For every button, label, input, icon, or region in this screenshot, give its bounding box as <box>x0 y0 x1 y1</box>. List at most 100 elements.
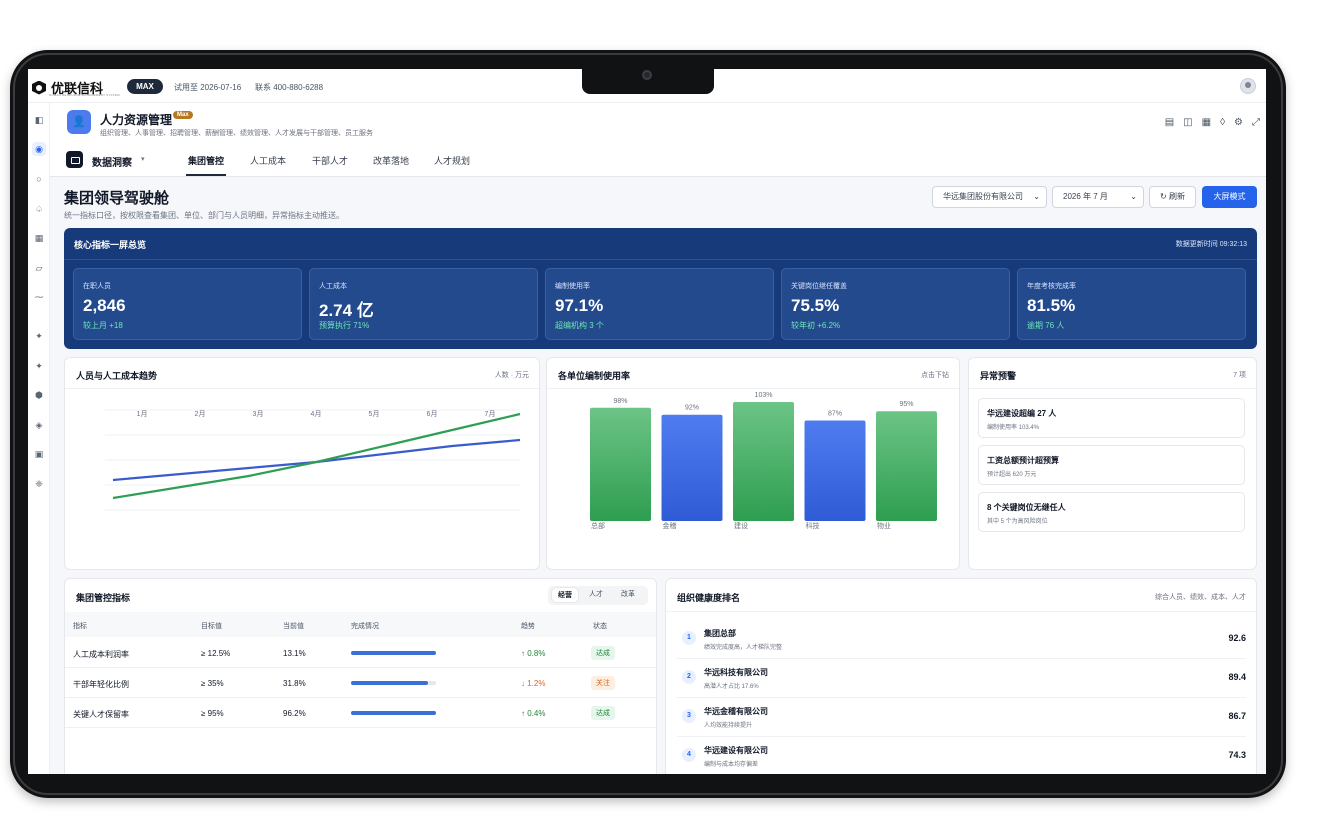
alert-title: 工资总额预计超预算 <box>987 456 1059 465</box>
alert-item[interactable]: 8 个关键岗位无继任人 其中 5 个为高风险岗位 <box>978 492 1245 532</box>
kpi-card-headcount[interactable]: 在职人员 2,846 较上月 +18 <box>73 268 302 340</box>
section-selector[interactable]: 数据洞察 <box>92 158 132 169</box>
drilldown-hint[interactable]: 点击下钻 <box>921 372 949 379</box>
hexagon-logo-icon <box>32 80 46 95</box>
bigscreen-button[interactable]: 大屏模式 <box>1202 186 1257 208</box>
sidebar-grid-icon[interactable]: ▦ <box>34 233 44 243</box>
tab-group-control[interactable]: 集团管控 <box>185 156 227 176</box>
columns-icon[interactable]: ◫ <box>1183 117 1193 128</box>
sidebar-person-icon[interactable]: ♤ <box>34 204 44 214</box>
org-desc: 人均效能持续提升 <box>704 723 753 729</box>
org-desc: 高潜人才占比 17.6% <box>704 684 759 690</box>
kpi-card-appraisal[interactable]: 年度考核完成率 81.5% 逾期 76 人 <box>1017 268 1246 340</box>
page-title: 集团领导驾驶舱 <box>64 190 170 207</box>
card-title: 人员与人工成本趋势 <box>76 371 158 381</box>
table-row[interactable]: 干部年轻化比例 ≥ 35% 31.8% ↓ 1.2% 关注 <box>65 668 656 698</box>
rank-number: 4 <box>682 748 696 762</box>
period-select[interactable]: 2026 年 7 月 ⌄ <box>1052 186 1144 208</box>
alert-detail: 预计超出 620 万元 <box>987 472 1037 478</box>
kpi-card-succession[interactable]: 关键岗位继任覆盖 75.5% 较年初 +6.2% <box>781 268 1010 340</box>
x-tick-label: 3月 <box>253 410 264 418</box>
tab-talent-planning[interactable]: 人才规划 <box>434 156 471 166</box>
bar-金稽[interactable] <box>661 414 723 521</box>
org-name: 华远建设有限公司 <box>704 746 768 755</box>
sidebar-collapse-icon[interactable]: ◧ <box>34 115 44 125</box>
plan-badge: MAX <box>127 79 163 94</box>
establishment-bar-chart[interactable]: 98% 总部 92% 金稽 103% 建设 87% 科技 95% 物业 <box>547 358 961 571</box>
x-tick-label: 金稽 <box>663 521 677 530</box>
table-header: 指标 目标值 当前值 完成情况 趋势 状态 <box>65 612 656 637</box>
trend-chart[interactable]: 1月 2月 3月 4月 5月 6月 7月 <box>65 358 541 571</box>
expand-icon[interactable]: ⤢ <box>1252 117 1260 128</box>
org-name: 华远科技有限公司 <box>704 668 768 677</box>
rank-number: 3 <box>682 709 696 723</box>
ranking-row[interactable]: 1 集团总部 绩效完成度高，人才梯队完整 92.6 <box>677 621 1246 659</box>
metric-name: 人工成本利润率 <box>73 650 129 659</box>
alert-item[interactable]: 工资总额预计超预算 预计超出 620 万元 <box>978 445 1245 485</box>
tab-labor-cost[interactable]: 人工成本 <box>250 156 287 166</box>
sidebar-star-icon[interactable]: ✦ <box>35 331 43 341</box>
org-desc: 绩效完成度高，人才梯队完整 <box>704 645 783 651</box>
rank-number: 2 <box>682 670 696 684</box>
bar-建设[interactable] <box>733 402 794 521</box>
gear-icon[interactable]: ⚙ <box>1234 117 1243 128</box>
brand-name: 优联信科 <box>51 81 104 96</box>
divider <box>969 388 1256 389</box>
metric-trend: ↑ 0.8% <box>521 649 546 658</box>
sidebar-settings-icon[interactable]: ❈ <box>35 479 43 489</box>
refresh-button[interactable]: ↻ 刷新 <box>1149 186 1196 208</box>
bar-物业[interactable] <box>876 411 937 521</box>
ranking-row[interactable]: 2 华远科技有限公司 高潜人才占比 17.6% 89.4 <box>677 660 1246 698</box>
brand-logo[interactable]: 优联信科 <box>32 78 103 97</box>
kpi-label: 关键岗位继任覆盖 <box>791 283 847 290</box>
kpi-label: 编制使用率 <box>555 283 590 290</box>
kpi-value: 97.1% <box>555 296 604 315</box>
table-row[interactable]: 关键人才保留率 ≥ 95% 96.2% ↑ 0.4% 达成 <box>65 698 656 728</box>
sidebar-spark-icon[interactable]: ✦ <box>35 361 43 371</box>
table-row[interactable]: 人工成本利润率 ≥ 12.5% 13.1% ↑ 0.8% 达成 <box>65 638 656 668</box>
health-score: 92.6 <box>1228 633 1246 643</box>
sidebar-target-icon[interactable]: ◈ <box>35 420 43 430</box>
sidebar: ◧ ◉ ○ ♤ ▦ ▱ ⁓ ✦ ✦ ⬢ ◈ ▣ ❈ <box>28 103 50 774</box>
table-icon[interactable]: ▦ <box>1201 117 1212 128</box>
sidebar-minus-icon[interactable]: ⁓ <box>34 292 44 302</box>
seg-operation[interactable]: 经营 <box>552 588 578 602</box>
card-unit: 人数 · 万元 <box>494 372 529 379</box>
column-header: 完成情况 <box>351 623 379 630</box>
divider <box>64 259 1257 260</box>
chevron-down-icon: ⌄ <box>1033 192 1040 201</box>
bar-总部[interactable] <box>590 407 651 521</box>
sidebar-dashboard-icon[interactable]: ◉ <box>32 142 46 156</box>
sidebar-shield-icon[interactable]: ⬢ <box>35 390 43 400</box>
progress-bar <box>351 651 436 655</box>
ranking-row[interactable]: 4 华远建设有限公司 编制与成本均存偏差 74.3 <box>677 738 1246 774</box>
series-line-1[interactable] <box>112 412 521 500</box>
list-icon[interactable]: ▤ <box>1164 117 1175 128</box>
seg-talent[interactable]: 人才 <box>589 591 603 598</box>
progress-bar <box>351 711 436 715</box>
page-subtitle: 统一指标口径，按权限查看集团、单位、部门与人员明细，异常指标主动推送。 <box>64 211 344 220</box>
alert-count: 7 项 <box>1233 372 1246 379</box>
progress-bar <box>351 681 436 685</box>
user-avatar[interactable] <box>1240 78 1256 94</box>
sidebar-org-icon[interactable]: ○ <box>36 174 42 184</box>
category-switch: 经营 人才 改革 <box>548 586 648 605</box>
card-title: 集团管控指标 <box>76 593 131 603</box>
progress-fill <box>351 651 436 655</box>
ranking-row[interactable]: 3 华远金稽有限公司 人均效能持续提升 86.7 <box>677 699 1246 737</box>
chevron-down-icon[interactable]: ▾ <box>141 156 145 163</box>
kpi-card-labor-cost[interactable]: 人工成本 2.74 亿 预算执行 71% <box>309 268 538 340</box>
metric-trend: ↑ 0.4% <box>521 709 546 718</box>
seg-reform[interactable]: 改革 <box>621 591 635 598</box>
sidebar-box-icon[interactable]: ▣ <box>34 449 44 459</box>
tab-reform[interactable]: 改革落地 <box>373 156 410 166</box>
diamond-icon[interactable]: ◊ <box>1220 117 1226 128</box>
alert-item[interactable]: 华远建设超编 27 人 编制使用率 103.4% <box>978 398 1245 438</box>
bar-科技[interactable] <box>804 420 866 521</box>
x-tick-label: 2月 <box>195 410 206 418</box>
kpi-note: 逾期 76 人 <box>1027 321 1065 330</box>
sidebar-card-icon[interactable]: ▱ <box>35 263 43 273</box>
tab-cadre-talent[interactable]: 干部人才 <box>312 156 349 166</box>
company-select[interactable]: 华远集团股份有限公司 ⌄ <box>932 186 1047 208</box>
kpi-card-establishment[interactable]: 编制使用率 97.1% 超编机构 3 个 <box>545 268 774 340</box>
